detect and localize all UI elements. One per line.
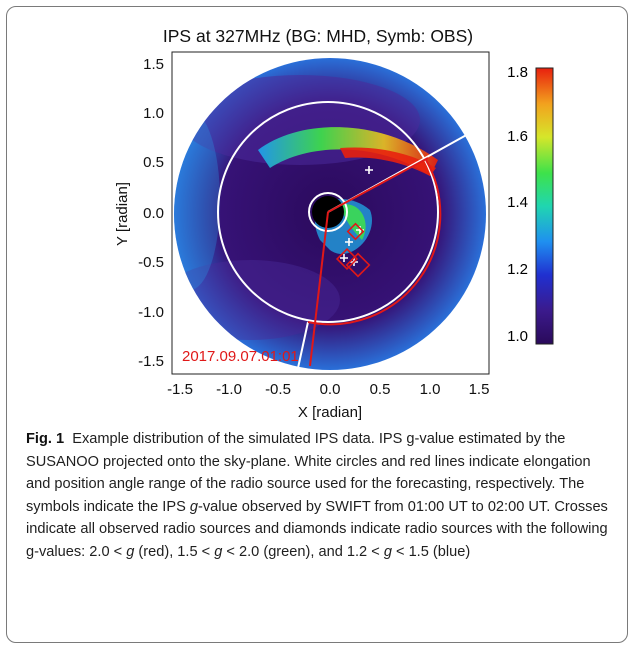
y-tick: 1.5: [143, 56, 164, 73]
caption-text: Example distribution of the simulated IP…: [26, 431, 591, 515]
x-axis-label: X [radian]: [298, 404, 362, 421]
y-tick: -1.0: [138, 304, 164, 321]
y-axis: 1.5 1.0 0.5 0.0 -0.5 -1.0 -1.5 Y [radian…: [114, 56, 164, 370]
figure-title: IPS at 327MHz (BG: MHD, Symb: OBS): [163, 26, 473, 46]
obs-diamond-red: [345, 252, 371, 278]
colorbar-tick: 1.4: [507, 194, 528, 211]
caption-italic-g: g: [214, 543, 223, 560]
caption-label: Fig. 1: [26, 431, 65, 447]
x-tick: 0.5: [370, 381, 391, 398]
y-tick: 0.5: [143, 154, 164, 171]
elongation-circle-inner: [308, 192, 348, 232]
figure-caption: Fig. 1 Example distribution of the simul…: [26, 428, 610, 564]
obs-diamond-red: [346, 222, 365, 241]
pa-line-red-2: [309, 211, 329, 367]
x-tick: -0.5: [265, 381, 291, 398]
colorbar-tick: 1.2: [507, 261, 528, 278]
obs-diamond-red: [335, 247, 359, 271]
caption-italic-g: g: [383, 543, 392, 560]
observation-symbols: [335, 166, 373, 278]
caption-italic-g: g: [126, 543, 135, 560]
colorbar-tick: 1.8: [507, 64, 528, 81]
y-tick: -1.5: [138, 353, 164, 370]
x-tick: -1.5: [167, 381, 193, 398]
caption-text: (red), 1.5 <: [134, 543, 215, 560]
colorbar-gradient: [535, 67, 554, 345]
x-tick: 0.0: [320, 381, 341, 398]
y-axis-label: Y [radian]: [114, 182, 131, 246]
colorbar-tick: 1.0: [507, 328, 528, 345]
colorbar-tick: 1.6: [507, 128, 528, 145]
bright-arc: [258, 127, 438, 176]
obs-cross: [365, 166, 373, 174]
ips-map: [174, 58, 486, 370]
elongation-circle-outer: [217, 101, 439, 323]
pa-line-white-2: [297, 321, 309, 369]
obs-cross: [345, 238, 353, 246]
pa-arc-red: [307, 159, 442, 326]
x-tick: -1.0: [216, 381, 242, 398]
timestamp: 2017.09.07.01:01: [182, 348, 299, 365]
y-tick: -0.5: [138, 254, 164, 271]
pa-line-red-1: [327, 157, 429, 213]
x-axis: -1.5 -1.0 -0.5 0.0 0.5 1.0 1.5 X [radian…: [167, 381, 489, 421]
x-tick: 1.5: [469, 381, 490, 398]
x-tick: 1.0: [420, 381, 441, 398]
y-tick: 0.0: [143, 205, 164, 222]
caption-text: < 2.0 (green), and 1.2 <: [222, 543, 384, 560]
caption-text: < 1.5 (blue): [391, 543, 471, 560]
y-tick: 1.0: [143, 105, 164, 122]
plot-area: [171, 51, 490, 375]
colorbar: 1.8 1.6 1.4 1.2 1.0: [507, 64, 554, 345]
caption-text: -value observed by SWIFT from 01:00 UT t…: [26, 498, 608, 560]
caption-italic-g: g: [189, 498, 198, 515]
ips-figure: IPS at 327MHz (BG: MHD, Symb: OBS): [114, 26, 554, 421]
obs-cross: [340, 254, 348, 262]
